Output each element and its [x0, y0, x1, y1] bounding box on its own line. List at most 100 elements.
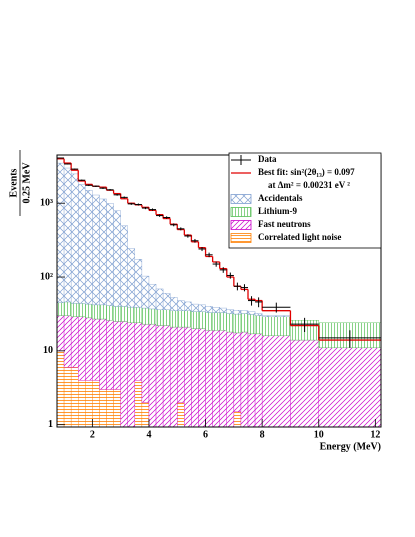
- hist-bar: [120, 306, 128, 322]
- hist-bar: [261, 315, 291, 317]
- hist-bar: [233, 332, 242, 412]
- hist-bar: [113, 389, 121, 428]
- y-tick-label: 10²: [40, 271, 53, 282]
- hist-bar: [233, 310, 242, 315]
- hist-bar: [191, 328, 199, 428]
- hist-bar: [141, 402, 150, 428]
- hist-bar: [290, 339, 319, 428]
- hist-bar: [92, 304, 100, 320]
- legend-label: Correlated light noise: [258, 232, 341, 242]
- hist-bar: [169, 310, 178, 328]
- hist-bar: [205, 330, 213, 428]
- x-tick-label: 2: [90, 429, 95, 440]
- hist-bar: [120, 321, 128, 428]
- hist-bar: [92, 194, 100, 306]
- hist-bar: [56, 315, 65, 352]
- hist-bar: [261, 316, 291, 336]
- hist-bar: [240, 331, 249, 428]
- x-tick-label: 6: [203, 429, 208, 440]
- hist-bar: [177, 326, 185, 403]
- hist-bar: [155, 309, 164, 326]
- hist-bar: [247, 314, 256, 335]
- hist-bar: [148, 308, 157, 325]
- legend-label: Best fit: sin²(2θ₁₃) = 0.097: [258, 167, 355, 177]
- hist-bar: [134, 259, 143, 308]
- hist-bar: [184, 301, 192, 311]
- hist-bar: [56, 302, 65, 316]
- legend-note: at Δm² = 0.00231 eV ²: [268, 180, 350, 190]
- hist-bar: [184, 310, 192, 328]
- legend-swatch: [230, 194, 252, 204]
- hist-bar: [134, 307, 143, 323]
- y-tick-label: 1: [48, 419, 53, 430]
- legend-swatch: [230, 233, 252, 243]
- hist-bar: [198, 328, 206, 428]
- y-label-bottom: 0.25 MeV: [21, 162, 32, 204]
- hist-bar: [134, 380, 143, 428]
- x-axis-label: Energy (MeV): [320, 441, 381, 452]
- hist-bar: [106, 305, 114, 321]
- hist-bar: [226, 313, 235, 333]
- hist-bar: [99, 198, 107, 306]
- hist-bar: [162, 325, 171, 428]
- hist-bar: [106, 389, 114, 428]
- x-tick-label: 8: [260, 429, 265, 440]
- hist-bar: [226, 309, 235, 314]
- hist-bar: [169, 326, 178, 428]
- hist-bar: [127, 307, 136, 323]
- hist-bar: [212, 330, 220, 428]
- hist-bar: [113, 321, 121, 390]
- hist-bar: [318, 347, 382, 428]
- hist-bar: [99, 318, 107, 390]
- hist-bar: [120, 225, 128, 307]
- hist-bar: [261, 335, 291, 428]
- hist-bar: [233, 411, 242, 428]
- hist-bar: [85, 380, 93, 428]
- hist-bar: [184, 326, 192, 428]
- y-tick-label: 10: [43, 345, 53, 356]
- hist-bar: [56, 350, 65, 428]
- hist-bar: [63, 315, 72, 368]
- legend-box: [228, 152, 382, 249]
- hist-bar: [226, 331, 235, 428]
- hist-bar: [219, 330, 227, 428]
- legend-label: Lithium-9: [258, 206, 298, 216]
- hist-bar: [99, 304, 107, 320]
- hist-bar: [78, 380, 86, 428]
- y-axis-label: Events 0.25 MeV: [8, 150, 32, 216]
- hist-bar: [113, 210, 121, 307]
- x-tick-label: 12: [370, 429, 380, 440]
- hist-bar: [254, 315, 263, 335]
- hist-bar: [247, 333, 256, 428]
- hist-bar: [70, 173, 79, 304]
- hist-bar: [63, 301, 72, 316]
- x-tick-label: 4: [146, 429, 151, 440]
- hist-bar: [70, 316, 79, 368]
- hist-bar: [113, 306, 121, 322]
- legend-label: Data: [258, 154, 277, 164]
- hist-bar: [141, 275, 150, 309]
- plot-area: [56, 157, 382, 428]
- hist-bar: [198, 311, 206, 329]
- hist-bar: [233, 313, 242, 334]
- hist-bar: [212, 307, 220, 313]
- hist-bar: [63, 167, 72, 303]
- hist-bar: [247, 311, 256, 315]
- legend-swatch: [230, 220, 252, 230]
- legend: Data Best fit: sin²(2θ₁₃) = 0.097 at Δm² =…: [228, 152, 382, 249]
- legend-swatch: [230, 207, 252, 217]
- hist-bar: [106, 203, 114, 306]
- hist-bar: [78, 316, 86, 381]
- hist-bar: [254, 313, 263, 316]
- hist-bar: [191, 303, 199, 312]
- legend-label: Fast neutrons: [258, 219, 311, 229]
- hist-bar: [106, 320, 114, 390]
- hist-bar: [85, 190, 93, 305]
- hist-bar: [205, 312, 213, 331]
- hist-bar: [99, 389, 107, 428]
- hist-bar: [148, 323, 157, 428]
- hist-bar: [169, 297, 178, 311]
- hist-bar: [212, 312, 220, 331]
- hist-bar: [254, 333, 263, 428]
